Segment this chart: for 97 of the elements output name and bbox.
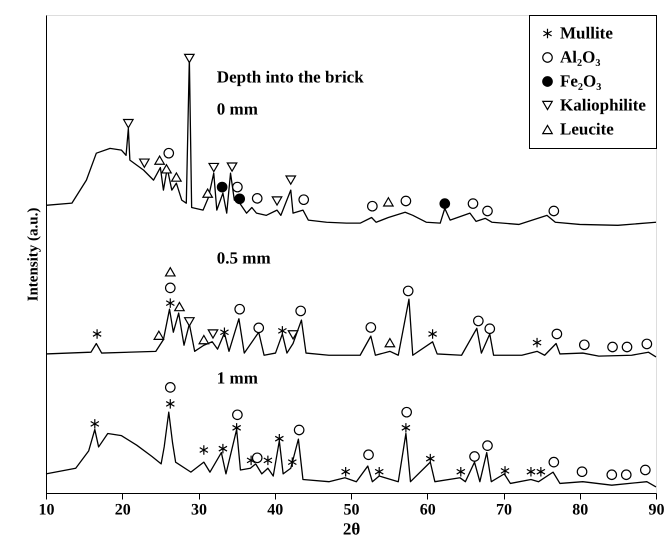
y-axis-title: Intensity (a.u.) bbox=[26, 208, 42, 302]
point bbox=[263, 455, 273, 466]
point bbox=[607, 342, 618, 352]
point bbox=[246, 455, 256, 466]
point bbox=[526, 466, 536, 478]
point bbox=[468, 198, 478, 209]
point bbox=[576, 466, 588, 478]
point bbox=[472, 316, 484, 326]
point bbox=[154, 330, 164, 340]
point bbox=[139, 158, 150, 168]
annotation: 1 mm bbox=[216, 368, 258, 388]
point bbox=[92, 328, 102, 340]
point bbox=[365, 322, 376, 333]
point bbox=[164, 282, 176, 294]
point bbox=[272, 196, 282, 206]
point bbox=[482, 206, 493, 216]
point bbox=[220, 326, 230, 338]
point bbox=[164, 267, 176, 277]
point bbox=[383, 197, 394, 207]
annotation: Depth into the brick bbox=[216, 68, 364, 87]
point bbox=[252, 452, 263, 464]
x-axis-title: 2θ bbox=[342, 520, 360, 538]
legend-label: Fe₂O₃ bbox=[560, 72, 602, 90]
point bbox=[171, 172, 182, 182]
point bbox=[174, 302, 185, 312]
point bbox=[428, 328, 438, 340]
point bbox=[374, 466, 384, 478]
x-tick-label: 20 bbox=[114, 502, 131, 518]
point bbox=[208, 162, 220, 172]
point bbox=[252, 193, 263, 204]
point bbox=[253, 322, 264, 334]
x-tick-label: 40 bbox=[267, 502, 284, 518]
point bbox=[295, 306, 306, 316]
point bbox=[234, 304, 246, 315]
point bbox=[367, 200, 378, 212]
point bbox=[232, 182, 243, 192]
point bbox=[402, 286, 414, 296]
point bbox=[401, 406, 412, 418]
point bbox=[606, 469, 618, 480]
point bbox=[363, 449, 374, 460]
point bbox=[642, 338, 652, 350]
point bbox=[548, 206, 560, 216]
point bbox=[234, 193, 246, 204]
point bbox=[548, 456, 560, 468]
point bbox=[199, 444, 209, 456]
point bbox=[620, 469, 632, 480]
annotation: 0 mm bbox=[216, 100, 258, 119]
point bbox=[163, 148, 174, 159]
point bbox=[184, 54, 195, 64]
point bbox=[226, 162, 238, 172]
point bbox=[90, 418, 100, 430]
legend-label: Al₂O₃ bbox=[560, 48, 600, 66]
point bbox=[500, 465, 510, 476]
legend-label: Leucite bbox=[560, 120, 614, 138]
point bbox=[578, 339, 590, 350]
point bbox=[161, 164, 172, 174]
point bbox=[164, 382, 176, 393]
x-tick-label: 60 bbox=[420, 502, 436, 518]
x-tick-label: 70 bbox=[496, 502, 512, 518]
point bbox=[123, 118, 134, 128]
point bbox=[484, 323, 496, 334]
x-tick-label: 90 bbox=[648, 502, 664, 518]
point bbox=[202, 188, 213, 198]
point bbox=[166, 398, 175, 410]
point bbox=[298, 194, 310, 206]
point bbox=[232, 409, 243, 420]
point bbox=[401, 422, 411, 434]
point bbox=[288, 456, 297, 468]
point bbox=[208, 329, 218, 339]
legend-label: Kaliophilite bbox=[560, 96, 646, 114]
point bbox=[640, 464, 651, 476]
point bbox=[184, 317, 195, 326]
point bbox=[552, 328, 562, 340]
point bbox=[288, 330, 298, 340]
point bbox=[340, 466, 350, 478]
x-tick-label: 80 bbox=[572, 502, 588, 518]
point bbox=[285, 175, 296, 185]
point bbox=[532, 337, 542, 348]
annotation: 0.5 mm bbox=[216, 248, 271, 268]
point bbox=[536, 466, 546, 478]
point bbox=[198, 334, 210, 344]
point bbox=[439, 198, 450, 209]
x-tick-label: 10 bbox=[38, 502, 54, 518]
point bbox=[216, 182, 228, 192]
x-tick-label: 50 bbox=[344, 502, 360, 518]
point bbox=[154, 155, 165, 165]
point bbox=[456, 466, 466, 478]
point bbox=[166, 298, 175, 308]
point bbox=[384, 338, 396, 348]
point bbox=[218, 443, 228, 454]
legend-label: Mullite bbox=[560, 24, 614, 42]
point bbox=[469, 451, 480, 462]
point bbox=[294, 424, 304, 436]
point bbox=[400, 196, 412, 206]
x-tick-label: 30 bbox=[191, 502, 207, 518]
point bbox=[482, 440, 493, 451]
point bbox=[622, 342, 632, 352]
